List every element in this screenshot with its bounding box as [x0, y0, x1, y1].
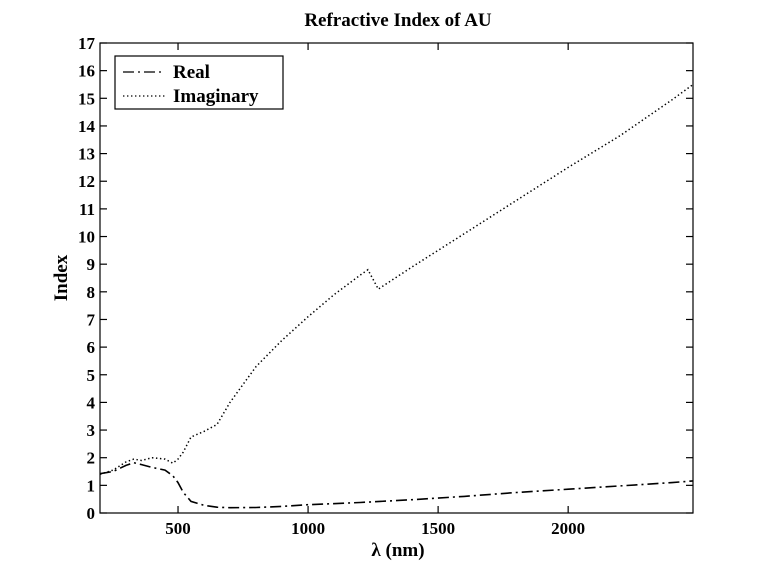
x-tick-label: 1000 — [291, 519, 325, 538]
y-tick-label: 4 — [87, 393, 96, 412]
legend-box — [114, 55, 284, 110]
y-tick-label: 11 — [79, 200, 95, 219]
chart-title: Refractive Index of AU — [304, 10, 492, 31]
y-tick-label: 9 — [87, 255, 96, 274]
plot-frame — [99, 42, 694, 514]
series-line-imaginary — [99, 83, 694, 476]
x-axis-label: λ (nm) — [371, 540, 424, 561]
series-line-real — [99, 461, 694, 509]
y-tick-label: 5 — [87, 366, 96, 385]
series-group — [99, 83, 694, 509]
y-tick-label: 15 — [78, 89, 95, 108]
legend-label-real: Real — [173, 62, 210, 83]
y-tick-label: 8 — [87, 283, 96, 302]
y-tick-label: 14 — [78, 117, 96, 136]
x-tick-label: 500 — [165, 519, 191, 538]
y-tick-label: 6 — [87, 338, 96, 357]
x-tick-label: 2000 — [551, 519, 585, 538]
y-tick-label: 10 — [78, 228, 95, 247]
x-tick-label: 1500 — [421, 519, 455, 538]
y-tick-label: 1 — [87, 476, 96, 495]
y-tick-label: 0 — [87, 504, 96, 523]
y-tick-label: 13 — [78, 145, 95, 164]
y-tick-label: 17 — [78, 34, 96, 53]
x-axis: 500 1000 1500 2000 — [165, 43, 585, 538]
y-tick-label: 7 — [87, 310, 96, 329]
y-tick-label: 12 — [78, 172, 95, 191]
legend: Real Imaginary — [114, 55, 284, 110]
y-tick-label: 2 — [87, 449, 96, 468]
legend-label-imaginary: Imaginary — [173, 86, 259, 107]
y-axis-label: Index — [51, 254, 72, 301]
y-tick-label: 16 — [78, 62, 95, 81]
y-tick-label: 3 — [87, 421, 96, 440]
